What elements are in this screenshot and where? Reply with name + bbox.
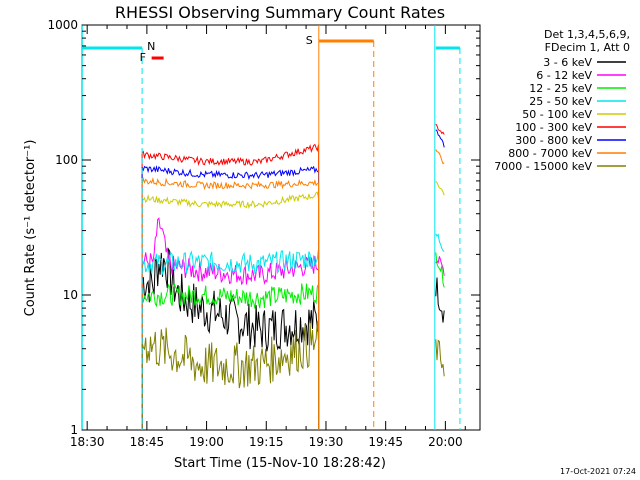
series-line-segment	[435, 277, 445, 323]
x-tick-label: 19:15	[249, 435, 284, 449]
legend-label: 12 - 25 keV	[529, 82, 592, 95]
legend-label: 300 - 800 keV	[515, 134, 592, 147]
series-line-segment	[141, 176, 320, 431]
series-line-segment	[141, 217, 320, 431]
series-line-segment	[435, 339, 445, 377]
series-3-6-kev	[141, 247, 445, 431]
legend-label: 100 - 300 keV	[515, 121, 592, 134]
series-800-7000-kev	[141, 149, 445, 431]
legend-header-2: FDecim 1, Att 0	[545, 41, 630, 54]
x-tick-label: 19:00	[189, 435, 224, 449]
flags-layer: NF S	[81, 25, 461, 430]
series-line-segment	[141, 143, 320, 431]
y-tick-label: 10	[63, 288, 78, 302]
series-7000-15000-kev	[141, 320, 445, 431]
axes-layer: 1 10 100 1000 18:30 18:45 19:00 19:15 19:30 19:45…	[47, 18, 480, 449]
legend-label: 800 - 7000 keV	[508, 147, 592, 160]
series-line-segment	[435, 123, 445, 135]
x-tick-label: 19:45	[368, 435, 403, 449]
x-tick-label: 18:30	[70, 435, 105, 449]
y-tick-label: 1	[70, 423, 78, 437]
legend-label: 6 - 12 keV	[536, 69, 592, 82]
flag-label-n: N	[147, 40, 155, 53]
chart-title: RHESSI Observing Summary Count Rates	[115, 3, 445, 22]
y-axis-label: Count Rate (s⁻¹ detector⁻¹)	[23, 140, 38, 317]
series-300-800-kev	[141, 129, 445, 431]
legend-header-1: Det 1,3,4,5,6,9,	[544, 28, 630, 41]
legend: Det 1,3,4,5,6,9, FDecim 1, Att 0 3 - 6 k…	[494, 28, 630, 173]
series-100-300-kev	[141, 123, 445, 431]
legend-label: 3 - 6 keV	[543, 56, 592, 69]
series-line-segment	[435, 149, 445, 165]
y-tick-label: 100	[55, 153, 78, 167]
series-line-segment	[141, 248, 320, 431]
series-line-segment	[141, 282, 320, 431]
series-layer	[141, 123, 445, 431]
series-line-segment	[435, 180, 445, 196]
series-line-segment	[141, 320, 320, 431]
flag-label-f: F	[140, 51, 146, 64]
timestamp: 17-Oct-2021 07:24	[560, 467, 636, 476]
series-12-25-kev	[141, 252, 445, 431]
series-line-segment	[141, 191, 320, 431]
x-tick-label: 20:00	[428, 435, 463, 449]
y-tick-label: 1000	[47, 18, 78, 32]
x-axis-label: Start Time (15-Nov-10 18:28:42)	[174, 456, 386, 471]
legend-label: 25 - 50 keV	[529, 95, 592, 108]
series-25-50-kev	[141, 233, 445, 431]
x-tick-label: 18:45	[130, 435, 165, 449]
series-line-segment	[435, 129, 445, 148]
series-line-segment	[141, 164, 320, 431]
x-tick-label: 19:30	[309, 435, 344, 449]
series-line-segment	[435, 252, 445, 288]
series-line-segment	[141, 247, 320, 431]
legend-label: 50 - 100 keV	[522, 108, 592, 121]
series-50-100-kev	[141, 180, 445, 431]
legend-label: 7000 - 15000 keV	[494, 160, 592, 173]
series-line-segment	[435, 233, 445, 253]
flag-label-s: S	[306, 34, 313, 47]
